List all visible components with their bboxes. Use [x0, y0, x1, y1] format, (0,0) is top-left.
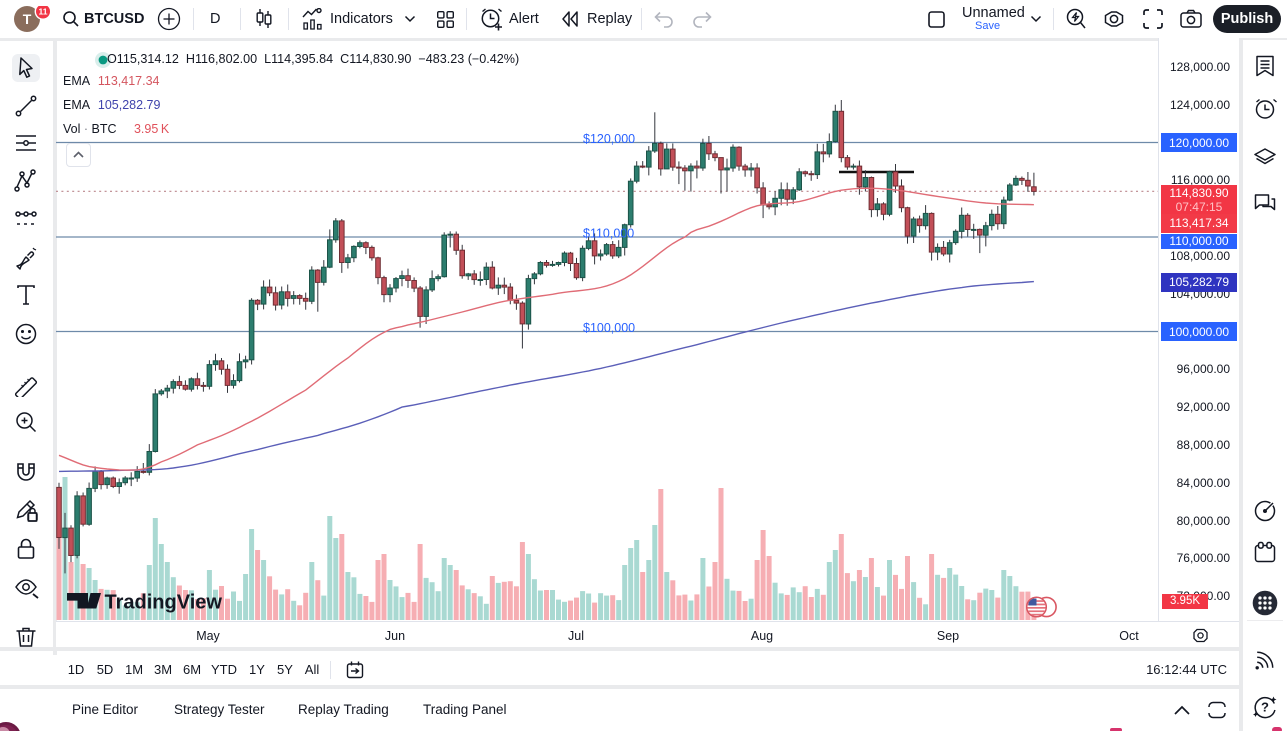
svg-text:TradingView: TradingView [105, 592, 223, 614]
svg-text:T: T [23, 11, 32, 27]
svg-text:$110,000: $110,000 [583, 227, 634, 241]
svg-text:11: 11 [39, 7, 48, 17]
svg-text:?: ? [1261, 700, 1269, 715]
svg-text:$120,000: $120,000 [583, 132, 635, 146]
svg-text:$100,000: $100,000 [583, 321, 635, 335]
